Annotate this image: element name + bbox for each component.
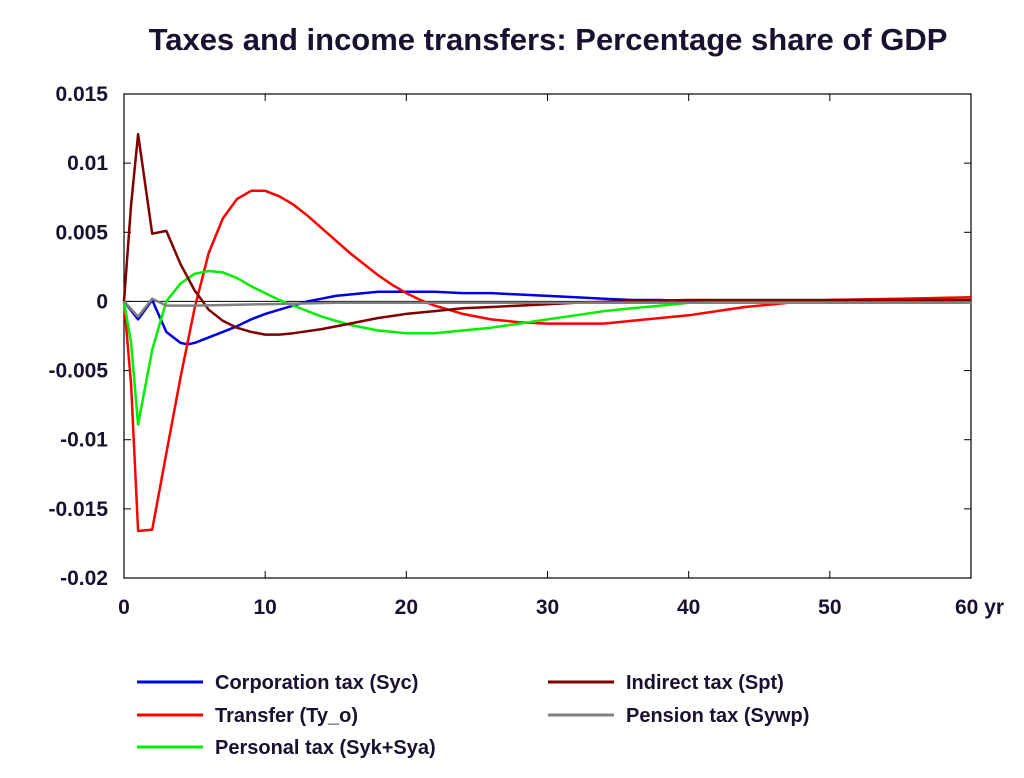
- x-tick-label: 40: [677, 596, 700, 619]
- series-line-personal-tax-syk-sya: [122, 269, 971, 426]
- x-tick-label: 10: [253, 596, 276, 619]
- y-tick-label: -0.005: [48, 360, 108, 383]
- y-tick-label: -0.01: [60, 429, 108, 452]
- x-tick-label: 30: [536, 596, 559, 619]
- y-tick-label: 0.01: [67, 152, 108, 175]
- y-tick-label: 0: [96, 290, 108, 313]
- y-tick-label: 0.015: [55, 83, 108, 106]
- y-tick-label: -0.015: [48, 498, 108, 521]
- legend-label: Pension tax (Sywp): [626, 705, 809, 727]
- x-tick-label: 50: [818, 596, 841, 619]
- x-tick-label: 20: [395, 596, 418, 619]
- chart-title: Taxes and income transfers: Percentage s…: [149, 22, 948, 57]
- series-line-pension-tax-sywp: [123, 297, 971, 318]
- legend-label: Indirect tax (Spt): [626, 672, 784, 694]
- y-tick-label: -0.02: [60, 567, 108, 590]
- plot-area-frame: [123, 93, 972, 579]
- y-tick-label: 0.005: [55, 221, 108, 244]
- x-tick-label: 60 yr: [955, 596, 1004, 619]
- legend-label: Personal tax (Syk+Sya): [215, 737, 436, 759]
- series-line-indirect-tax-spt: [122, 132, 971, 336]
- legend-label: Corporation tax (Syc): [215, 672, 418, 694]
- series-line-transfer-ty-o: [122, 189, 972, 533]
- x-tick-label: 0: [118, 596, 130, 619]
- legend-label: Transfer (Ty_o): [215, 705, 358, 727]
